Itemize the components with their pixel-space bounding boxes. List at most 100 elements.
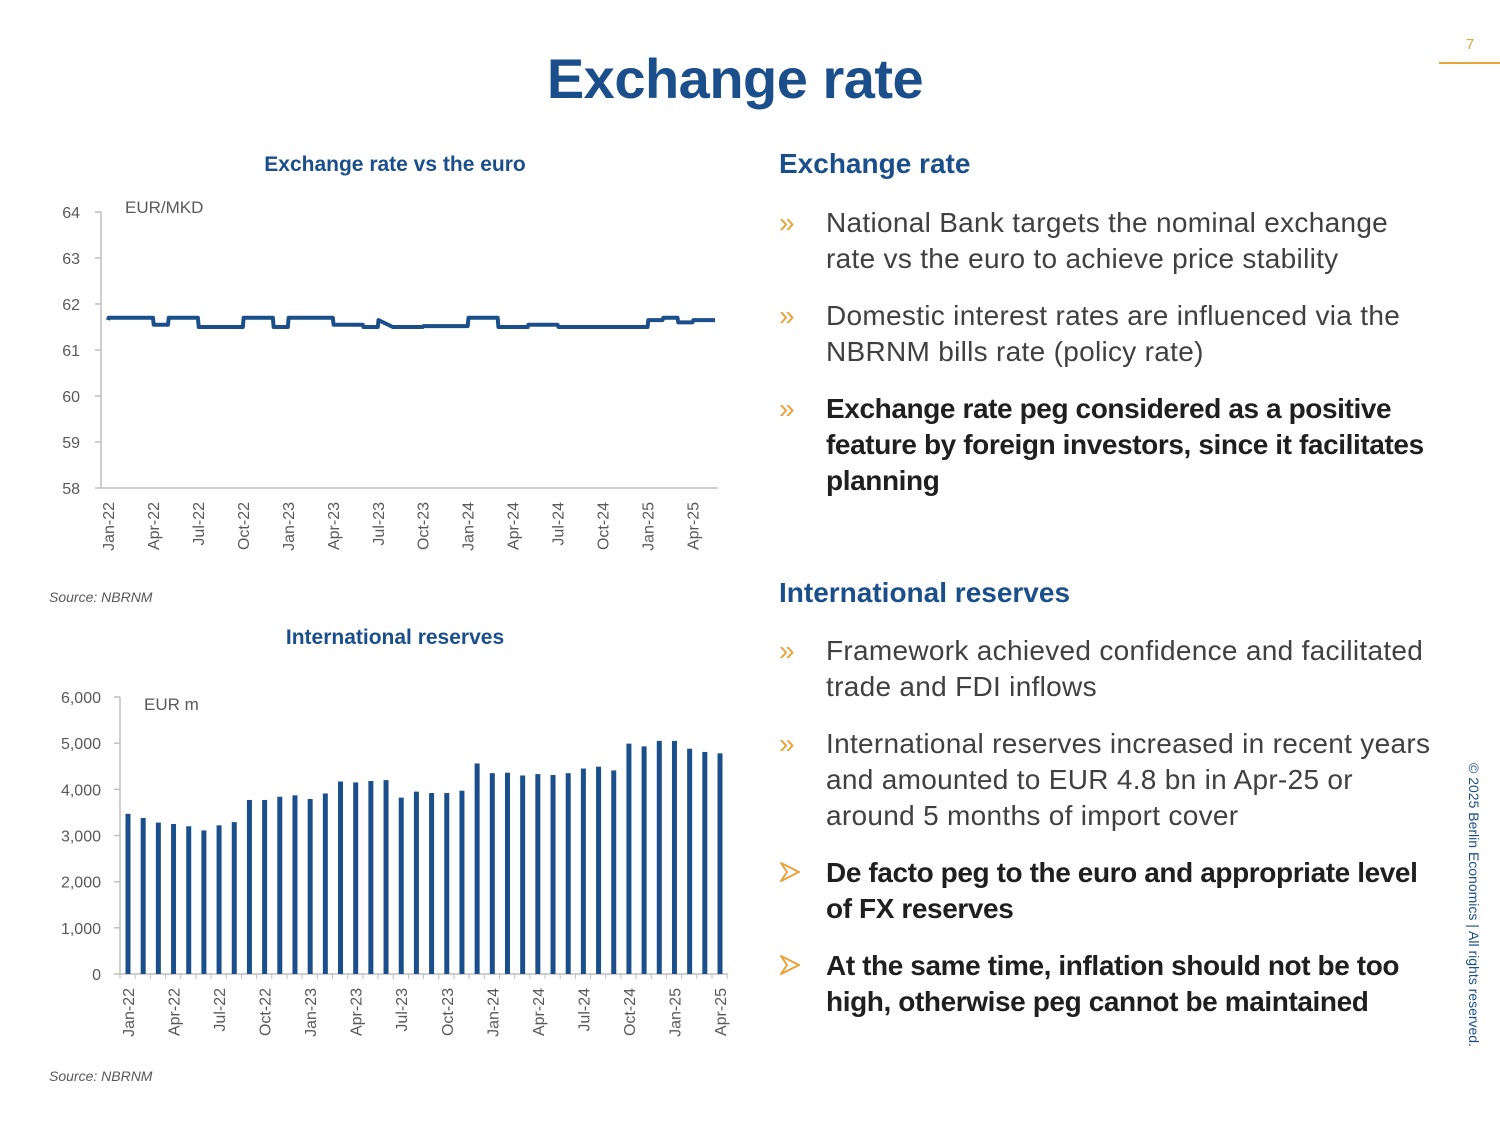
res-y-tick-label: 6,000 [61, 690, 101, 707]
reserves-bar [155, 822, 161, 974]
reserves-bar [201, 830, 207, 974]
reserves-bar [246, 799, 252, 974]
fx-x-tick-label: Oct-22 [236, 502, 253, 550]
fx-y-tick-label: 63 [62, 251, 80, 268]
fx-x-tick-label: Apr-23 [326, 502, 343, 550]
fx-x-tick-label: Jul-22 [191, 502, 208, 546]
fx-x-tick-label: Apr-24 [506, 502, 523, 550]
exchange-bullet-2-text: Domestic interest rates are influenced v… [826, 300, 1401, 367]
reserves-bar [717, 753, 723, 974]
reserves-bar [611, 770, 617, 974]
arrow-bullet-icon [779, 948, 801, 976]
reserves-bar [565, 773, 571, 974]
reserves-bar [292, 795, 298, 974]
res-y-tick-label: 4,000 [61, 782, 101, 799]
exchange-bullet-2: » Domestic interest rates are influenced… [779, 298, 1439, 370]
reserves-bar [307, 799, 313, 974]
reserves-bar [474, 763, 480, 974]
res-x-tick-label: Jan-24 [485, 988, 502, 1037]
exchange-bullet-3-text: Exchange rate peg considered as a positi… [826, 393, 1424, 496]
res-x-tick-label: Jan-25 [667, 988, 684, 1037]
res-y-tick-label: 3,000 [61, 829, 101, 846]
fx-x-tick-label: Apr-22 [146, 502, 163, 550]
fx-x-tick-label: Jan-23 [281, 502, 298, 551]
reserves-bullet-1: » Framework achieved confidence and faci… [779, 633, 1439, 705]
fx-y-tick-label: 60 [62, 389, 80, 406]
reserves-bar [702, 751, 708, 974]
reserves-bar [504, 772, 510, 974]
reserves-bar [459, 790, 465, 974]
copyright-notice: © 2025 Berlin Economics | All rights res… [1466, 763, 1482, 1047]
exchange-rate-chart: 58 59 60 61 62 63 64 Jan-22 Apr-22 Jul-22 Oct-22 Ja… [62, 198, 718, 551]
res-x-tick-label: Jul-23 [394, 988, 411, 1032]
fx-x-tick-label: Apr-25 [686, 502, 703, 550]
reserves-bar [398, 797, 404, 974]
double-chevron-icon: » [779, 300, 795, 331]
double-chevron-icon: » [779, 207, 795, 238]
double-chevron-icon: » [779, 635, 795, 666]
double-chevron-icon: » [779, 393, 795, 424]
res-y-tick-label: 5,000 [61, 736, 101, 753]
fx-x-tick-label: Oct-24 [596, 502, 613, 550]
reserves-bullet-3-text: De facto peg to the euro and appropriate… [826, 857, 1418, 924]
international-reserves-heading: International reserves [779, 577, 1071, 608]
res-x-tick-label: Apr-22 [167, 988, 184, 1036]
page-number-rule [1439, 62, 1500, 64]
res-x-tick-label: Oct-24 [622, 988, 639, 1036]
reserves-bar [140, 817, 146, 974]
reserves-bar [338, 781, 344, 974]
reserves-bullet-3: De facto peg to the euro and appropriate… [779, 855, 1439, 927]
reserves-bar [489, 773, 495, 974]
reserves-bar [216, 825, 222, 974]
reserves-bullet-2: » International reserves increased in re… [779, 726, 1439, 834]
reserves-bar [186, 826, 192, 974]
reserves-bar [125, 813, 131, 974]
res-x-tick-label: Jul-24 [576, 988, 593, 1032]
res-x-tick-label: Apr-23 [349, 988, 366, 1036]
reserves-bullet-2-text: International reserves increased in rece… [826, 728, 1431, 831]
exchange-bullet-1: » National Bank targets the nominal exch… [779, 205, 1439, 277]
fx-x-tick-label: Jan-22 [101, 502, 118, 551]
reserves-bar [596, 766, 602, 974]
res-y-tick-label: 1,000 [61, 921, 101, 938]
fx-x-tick-label: Jul-23 [371, 502, 388, 546]
reserves-bar [277, 796, 283, 974]
double-chevron-icon: » [779, 728, 795, 759]
fx-y-tick-label: 61 [62, 343, 80, 360]
res-unit-label: EUR m [144, 695, 199, 714]
fx-x-tick-label: Jan-25 [641, 502, 658, 551]
reserves-chart-title: International reserves [285, 626, 505, 649]
fx-x-tick-label: Jul-24 [551, 502, 568, 546]
reserves-bar [231, 822, 237, 974]
reserves-bar [322, 793, 328, 974]
reserves-bar [383, 780, 389, 974]
reserves-bar [687, 748, 693, 974]
reserves-bullet-1-text: Framework achieved confidence and facili… [826, 635, 1424, 702]
reserves-bar [626, 743, 632, 974]
reserves-chart-source: Source: NBRNM [49, 1068, 153, 1084]
res-x-tick-label: Oct-23 [440, 988, 457, 1036]
exchange-bullet-3: » Exchange rate peg considered as a posi… [779, 391, 1439, 499]
reserves-bar [429, 793, 435, 974]
fx-y-tick-label: 59 [62, 435, 80, 452]
fx-y-tick-label: 64 [62, 205, 80, 222]
reserves-bar [444, 793, 450, 974]
reserves-bar [413, 791, 419, 974]
reserves-bar [656, 740, 662, 974]
res-x-tick-label: Apr-24 [531, 988, 548, 1036]
exchange-bullet-1-text: National Bank targets the nominal exchan… [826, 207, 1389, 274]
fx-y-tick-label: 62 [62, 297, 80, 314]
reserves-bar [171, 823, 177, 974]
reserves-bar [550, 775, 556, 974]
res-x-tick-label: Jan-22 [121, 988, 138, 1037]
exchange-chart-source: Source: NBRNM [49, 589, 153, 605]
res-y-tick-label: 2,000 [61, 875, 101, 892]
res-y-tick-label: 0 [92, 967, 101, 984]
res-x-tick-label: Oct-22 [258, 988, 275, 1036]
reserves-bullet-4-text: At the same time, inflation should not b… [826, 950, 1400, 1017]
page-number: 7 [1465, 36, 1475, 53]
reserves-bar [353, 782, 359, 974]
exchange-chart-title: Exchange rate vs the euro [264, 153, 526, 176]
fx-unit-label: EUR/MKD [125, 198, 203, 217]
res-x-tick-label: Apr-25 [713, 988, 730, 1036]
